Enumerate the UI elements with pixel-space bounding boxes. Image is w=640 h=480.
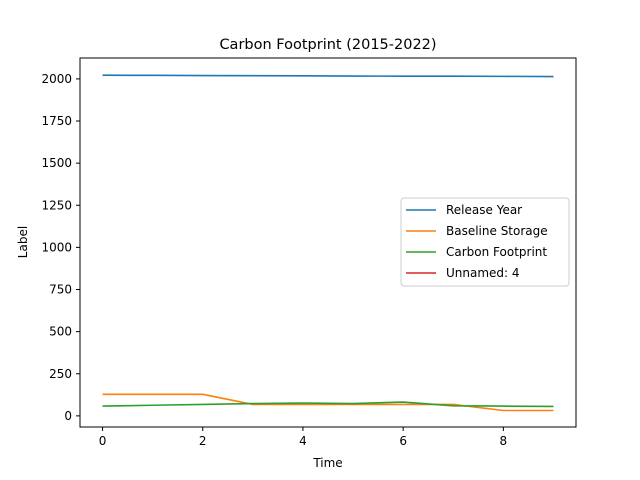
legend: Release Year Baseline Storage Carbon Footp…: [400, 197, 570, 287]
y-tick-label: 0: [64, 409, 72, 423]
legend-items: Release Year Baseline Storage Carbon Footp…: [406, 203, 548, 280]
y-tick-label: 750: [49, 283, 72, 297]
x-axis-label: Time: [312, 456, 342, 470]
legend-label: Carbon Footprint: [446, 245, 547, 259]
chart-title: Carbon Footprint (2015-2022): [219, 37, 436, 53]
y-tick-label: 250: [49, 367, 72, 381]
y-axis-label: Label: [16, 226, 30, 258]
series-line-0: [102, 74, 554, 78]
y-axis-ticks: 0 250 500 750 1000 1250 1500 1750 2000: [41, 72, 80, 423]
y-tick-label: 1000: [41, 240, 72, 254]
x-axis-ticks: 0 2 4 6 8: [99, 427, 507, 448]
x-tick-label: 6: [399, 434, 407, 448]
y-tick-label: 500: [49, 325, 72, 339]
x-tick-label: 8: [500, 434, 508, 448]
y-tick-label: 1750: [41, 114, 72, 128]
legend-box: [400, 197, 570, 287]
series-lines: [102, 74, 554, 412]
legend-label: Baseline Storage: [446, 224, 548, 238]
x-tick-label: 2: [199, 434, 207, 448]
y-tick-label: 1500: [41, 156, 72, 170]
plot-frame: [79, 57, 577, 428]
x-tick-label: 0: [99, 434, 107, 448]
series-line-2: [102, 401, 554, 408]
legend-label: Release Year: [446, 203, 522, 217]
y-tick-label: 2000: [41, 72, 72, 86]
legend-label: Unnamed: 4: [446, 266, 520, 280]
y-tick-label: 1250: [41, 198, 72, 212]
series-line-1: [102, 393, 554, 412]
x-tick-label: 4: [299, 434, 307, 448]
